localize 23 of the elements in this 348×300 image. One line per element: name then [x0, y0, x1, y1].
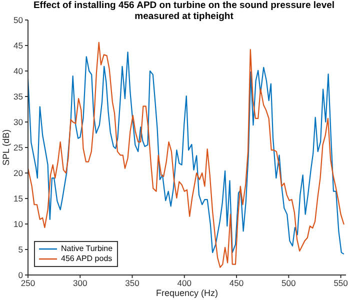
x-tick-label: 500 [282, 278, 296, 288]
y-tick-label: 15 [14, 194, 24, 204]
x-axis-title: Frequency (Hz) [156, 288, 218, 298]
legend-label: 456 APD pods [61, 254, 112, 264]
y-tick-label: 35 [14, 92, 24, 102]
x-tick-label: 300 [73, 278, 88, 288]
y-axis-title: SPL (dB) [1, 129, 12, 166]
y-tick-label: 45 [14, 40, 24, 51]
y-tick-label: 50 [14, 15, 24, 26]
x-tick-label: 400 [177, 278, 192, 288]
x-tick-label: 450 [229, 278, 244, 288]
chart-title: Effect of installing 456 APD on turbine on the sound pressure level measured at tipheight [33, 0, 335, 22]
y-tick-label: 30 [14, 117, 24, 128]
y-tick-label: 25 [14, 142, 24, 153]
y-tick-label: 20 [14, 168, 24, 178]
y-tick-label: 40 [14, 66, 24, 76]
x-tick-label: 250 [20, 278, 36, 288]
x-tick-label: 350 [125, 278, 140, 288]
y-tick-label: 5 [18, 244, 24, 255]
legend-label: Native Turbine [61, 244, 113, 254]
x-tick-label: 550 [334, 278, 348, 288]
y-tick-label: 0 [18, 270, 24, 280]
y-tick-label: 10 [14, 219, 24, 230]
